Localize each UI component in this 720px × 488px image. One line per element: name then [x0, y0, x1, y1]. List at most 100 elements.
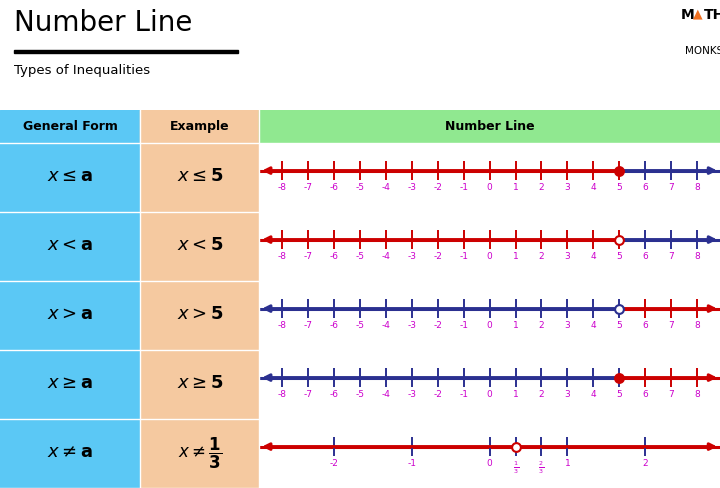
Text: -1: -1: [459, 183, 468, 192]
Text: 7: 7: [668, 321, 674, 330]
Text: MONKS: MONKS: [685, 46, 720, 56]
Text: 2: 2: [539, 321, 544, 330]
Text: Types of Inequalities: Types of Inequalities: [14, 64, 150, 77]
Text: $\it{x} \geq \mathbf{5}$: $\it{x} \geq \mathbf{5}$: [176, 374, 223, 392]
Text: 8: 8: [694, 390, 700, 399]
Text: -8: -8: [277, 390, 287, 399]
Text: -1: -1: [459, 321, 468, 330]
Text: -6: -6: [330, 390, 338, 399]
Text: -7: -7: [303, 390, 312, 399]
Text: -5: -5: [356, 183, 364, 192]
Text: 6: 6: [642, 390, 648, 399]
Text: -2: -2: [433, 390, 442, 399]
Text: -1: -1: [459, 252, 468, 261]
Point: [613, 374, 625, 382]
Text: -6: -6: [330, 183, 338, 192]
Point: [613, 305, 625, 312]
Text: -5: -5: [356, 252, 364, 261]
Text: 1: 1: [513, 390, 518, 399]
Point: [613, 236, 625, 244]
Text: 0: 0: [487, 183, 492, 192]
Text: 4: 4: [590, 252, 596, 261]
Text: -4: -4: [382, 390, 390, 399]
Text: TH: TH: [704, 8, 720, 21]
Bar: [259, 110, 720, 143]
Text: Number Line: Number Line: [14, 9, 193, 37]
Text: $\it{x} > \mathbf{5}$: $\it{x} > \mathbf{5}$: [176, 305, 223, 323]
Text: -2: -2: [330, 459, 338, 468]
Text: 5: 5: [616, 321, 622, 330]
Text: $\it{x} \neq \mathbf{a}$: $\it{x} \neq \mathbf{a}$: [48, 443, 93, 461]
Text: 5: 5: [616, 252, 622, 261]
Text: -7: -7: [303, 252, 312, 261]
Text: -3: -3: [408, 390, 416, 399]
Text: General Form: General Form: [23, 120, 117, 133]
Text: -6: -6: [330, 252, 338, 261]
Text: 0: 0: [487, 321, 492, 330]
Text: -6: -6: [330, 321, 338, 330]
Text: $\it{x} < \mathbf{5}$: $\it{x} < \mathbf{5}$: [176, 236, 223, 254]
Text: 6: 6: [642, 321, 648, 330]
Text: 2: 2: [642, 459, 648, 468]
Text: $\frac{1}{3}$: $\frac{1}{3}$: [513, 459, 518, 476]
Text: $\it{x} \leq \mathbf{a}$: $\it{x} \leq \mathbf{a}$: [48, 167, 93, 185]
Text: 0: 0: [487, 459, 492, 468]
Text: Number Line: Number Line: [445, 120, 534, 133]
Text: $\it{x} < \mathbf{a}$: $\it{x} < \mathbf{a}$: [48, 236, 93, 254]
Text: 5: 5: [616, 183, 622, 192]
Text: 5: 5: [616, 390, 622, 399]
Text: 0: 0: [487, 390, 492, 399]
Text: 7: 7: [668, 390, 674, 399]
Text: 8: 8: [694, 321, 700, 330]
Text: 3: 3: [564, 321, 570, 330]
Text: -4: -4: [382, 183, 390, 192]
Text: 2: 2: [539, 183, 544, 192]
Bar: [140, 110, 259, 143]
Text: -7: -7: [303, 183, 312, 192]
Text: -3: -3: [408, 183, 416, 192]
Text: 6: 6: [642, 252, 648, 261]
Text: -7: -7: [303, 321, 312, 330]
Text: 7: 7: [668, 183, 674, 192]
Text: -5: -5: [356, 321, 364, 330]
Text: -1: -1: [459, 390, 468, 399]
Text: 1: 1: [513, 183, 518, 192]
Text: -2: -2: [433, 252, 442, 261]
Text: $\frac{2}{3}$: $\frac{2}{3}$: [539, 459, 544, 476]
Text: -3: -3: [408, 321, 416, 330]
Text: 3: 3: [564, 390, 570, 399]
Text: 4: 4: [590, 390, 596, 399]
Text: 1: 1: [564, 459, 570, 468]
Text: -2: -2: [433, 321, 442, 330]
Text: -1: -1: [408, 459, 416, 468]
Text: 1: 1: [513, 321, 518, 330]
Point: [613, 167, 625, 175]
Bar: [0, 110, 140, 143]
Text: 8: 8: [694, 252, 700, 261]
Text: -5: -5: [356, 390, 364, 399]
Text: 2: 2: [539, 252, 544, 261]
Text: 1: 1: [513, 252, 518, 261]
Text: -4: -4: [382, 321, 390, 330]
Text: -4: -4: [382, 252, 390, 261]
Text: $\it{x} > \mathbf{a}$: $\it{x} > \mathbf{a}$: [48, 305, 93, 323]
Text: 7: 7: [668, 252, 674, 261]
Bar: [14, 50, 238, 53]
Text: 6: 6: [642, 183, 648, 192]
Text: 3: 3: [564, 252, 570, 261]
Text: $\it{x} \neq \dfrac{\mathbf{1}}{\mathbf{3}}$: $\it{x} \neq \dfrac{\mathbf{1}}{\mathbf{…: [178, 436, 222, 471]
Text: -8: -8: [277, 183, 287, 192]
Text: -8: -8: [277, 321, 287, 330]
Point: [510, 443, 521, 450]
Text: Example: Example: [170, 120, 230, 133]
Text: -2: -2: [433, 183, 442, 192]
Text: $\it{x} \geq \mathbf{a}$: $\it{x} \geq \mathbf{a}$: [48, 374, 93, 392]
Text: -8: -8: [277, 252, 287, 261]
Text: ▲: ▲: [693, 8, 703, 20]
Text: 4: 4: [590, 321, 596, 330]
Text: $\it{x} \leq \mathbf{5}$: $\it{x} \leq \mathbf{5}$: [176, 167, 223, 185]
Text: 4: 4: [590, 183, 596, 192]
Text: -3: -3: [408, 252, 416, 261]
Text: M: M: [680, 8, 694, 21]
Text: 8: 8: [694, 183, 700, 192]
